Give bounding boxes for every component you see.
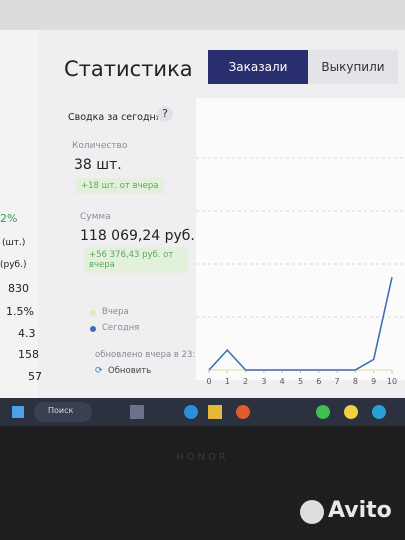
app-icon[interactable] bbox=[130, 405, 144, 419]
watermark: Avito bbox=[328, 498, 392, 523]
help-icon[interactable]: ? bbox=[157, 106, 173, 122]
sum-value: 118 069,24 руб. bbox=[80, 228, 195, 244]
search-box[interactable] bbox=[34, 402, 92, 422]
quantity-value: 38 шт. bbox=[74, 157, 122, 173]
quantity-label: Количество bbox=[72, 141, 128, 151]
search[interactable]: Поиск bbox=[48, 406, 74, 415]
x-tick-label: 2 bbox=[243, 377, 248, 386]
x-tick-label: 8 bbox=[353, 377, 358, 386]
tab-active[interactable]: Заказали bbox=[208, 50, 308, 84]
title: Статистика bbox=[64, 57, 193, 81]
quantity-delta: +18 шт. от вчера bbox=[76, 178, 164, 194]
app-icon[interactable] bbox=[344, 405, 358, 419]
brand: HONOR bbox=[176, 452, 229, 463]
series-line bbox=[208, 277, 393, 371]
left-item: 4.3 bbox=[18, 327, 36, 340]
x-tick-label: 10 bbox=[387, 377, 397, 386]
left-item: 1.5% bbox=[6, 305, 34, 318]
left-item: 830 bbox=[8, 282, 29, 295]
legend-dot bbox=[90, 326, 96, 332]
watermark-logo bbox=[300, 500, 324, 524]
left-item: (шт.) bbox=[2, 238, 26, 248]
screen: Статистика Заказали Выкупили Сводка за с… bbox=[0, 0, 405, 398]
legend-dot bbox=[90, 310, 96, 316]
sum-label: Сумма bbox=[80, 212, 111, 222]
left-item: 57 bbox=[28, 370, 42, 383]
x-tick-label: 4 bbox=[280, 377, 285, 386]
x-tick-label: 9 bbox=[371, 377, 376, 386]
legend-label: Сегодня bbox=[102, 323, 140, 333]
refresh-icon[interactable]: ⟳ bbox=[95, 366, 103, 376]
tab[interactable]: Выкупили bbox=[308, 50, 398, 84]
app-icon[interactable] bbox=[208, 405, 222, 419]
left-item: 158 bbox=[18, 348, 39, 361]
x-tick-label: 7 bbox=[335, 377, 340, 386]
x-tick-label: 5 bbox=[298, 377, 303, 386]
x-tick-label: 0 bbox=[206, 377, 211, 386]
summary-title: Сводка за сегодня bbox=[68, 112, 162, 123]
app-icon[interactable] bbox=[372, 405, 386, 419]
taskbar: Поиск bbox=[0, 398, 405, 426]
left-item: (руб.) bbox=[0, 260, 27, 270]
app-icon[interactable] bbox=[316, 405, 330, 419]
left-item: 2% bbox=[0, 212, 18, 225]
start-icon[interactable] bbox=[12, 406, 24, 418]
app-icon[interactable] bbox=[184, 405, 198, 419]
updated: обновлено вчера в 23:19 bbox=[95, 350, 207, 360]
plot-area bbox=[196, 98, 405, 380]
sum-delta: +56 376,43 руб. от вчера bbox=[84, 247, 188, 273]
refresh[interactable]: Обновить bbox=[108, 366, 152, 376]
x-tick-label: 6 bbox=[316, 377, 321, 386]
app-icon[interactable] bbox=[236, 405, 250, 419]
x-tick-label: 1 bbox=[225, 377, 230, 386]
x-tick-label: 3 bbox=[261, 377, 266, 386]
legend-label: Вчера bbox=[102, 307, 129, 317]
chart: 0 1 2 3 4 5 6 7 8 9 10 bbox=[196, 98, 405, 386]
